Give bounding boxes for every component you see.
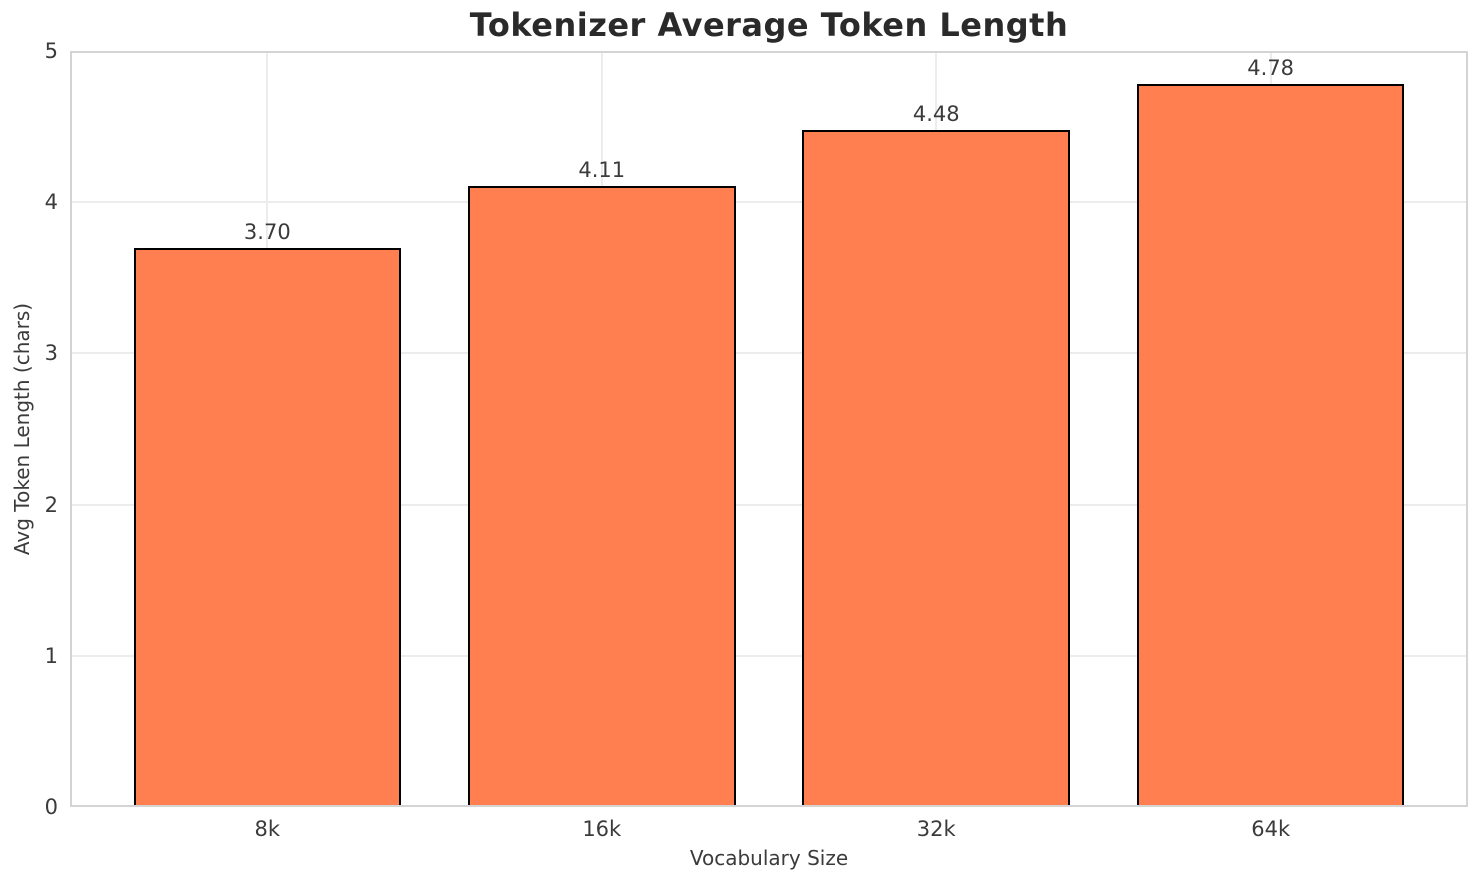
x-axis-label: Vocabulary Size xyxy=(689,846,849,870)
y-tick-label: 0 xyxy=(44,795,58,819)
bar-value-label: 4.11 xyxy=(578,157,626,182)
chart-title: Tokenizer Average Token Length xyxy=(469,6,1069,44)
y-tick-label: 1 xyxy=(44,643,58,668)
bar-value-label: 3.70 xyxy=(243,219,291,244)
x-tick-label: 64k xyxy=(1251,817,1291,841)
h-gridline xyxy=(70,201,1468,204)
x-tick-label: 8k xyxy=(254,817,281,841)
h-gridline xyxy=(70,352,1468,355)
bar-value-label: 4.48 xyxy=(912,101,960,126)
bar xyxy=(467,185,736,807)
bar xyxy=(802,129,1070,807)
h-gridline xyxy=(70,503,1468,506)
bar xyxy=(1136,84,1405,807)
y-tick-label: 3 xyxy=(44,341,58,366)
y-tick-label: 2 xyxy=(44,492,58,517)
plot-area: 3.70 4.11 4.48 4.78 xyxy=(70,51,1468,807)
bar-value-label: 4.78 xyxy=(1247,56,1295,81)
x-tick-label: 32k xyxy=(916,817,956,841)
y-tick-label: 4 xyxy=(44,190,58,215)
h-gridline xyxy=(70,654,1468,657)
x-tick-label: 16k xyxy=(582,817,622,841)
y-tick-label: 5 xyxy=(44,39,58,63)
bar xyxy=(133,247,402,807)
